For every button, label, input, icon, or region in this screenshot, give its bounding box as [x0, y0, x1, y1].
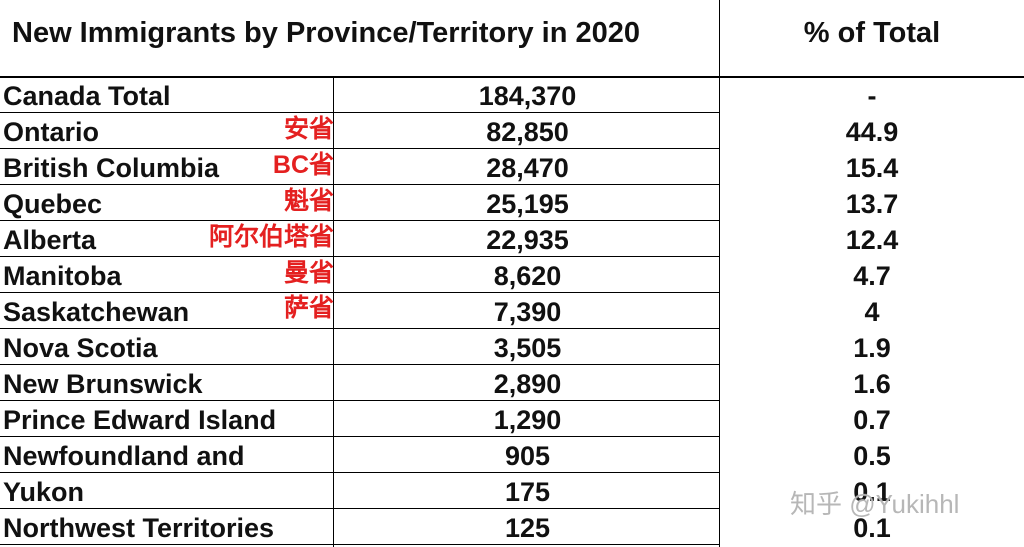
row-cn-annotation: 魁省: [283, 187, 334, 215]
row-rule: [0, 472, 720, 473]
header-rule: [0, 76, 1024, 78]
row-pct: 1.9: [853, 333, 891, 363]
row-rule: [0, 328, 720, 329]
row-rule: [0, 544, 720, 545]
row-pct: 44.9: [845, 117, 899, 147]
row-cn-annotation: 安省: [283, 115, 334, 143]
row-value: 125: [504, 513, 551, 543]
row-pct: 0.7: [853, 405, 891, 435]
row-pct: 12.4: [845, 225, 899, 255]
row-value: 2,890: [493, 369, 562, 399]
row-pct: 13.7: [845, 189, 899, 219]
row-value: 8,620: [493, 261, 562, 291]
row-name: Northwest Territories: [3, 513, 275, 543]
column-divider-value-pct: [719, 0, 720, 547]
row-name: New Brunswick: [3, 369, 203, 399]
row-pct: 4.7: [853, 261, 891, 291]
row-rule: [0, 436, 720, 437]
watermark: 知乎 @Yukihhl: [790, 489, 960, 519]
row-name: British Columbia: [3, 153, 220, 183]
row-value: 905: [504, 441, 551, 471]
column-divider-name-value: [333, 77, 334, 547]
row-name: Newfoundland and: [3, 441, 245, 471]
row-pct: -: [867, 81, 877, 111]
row-value: 25,195: [486, 189, 569, 219]
row-name: Saskatchewan: [3, 297, 190, 327]
row-name: Yukon: [3, 477, 85, 507]
row-value: 82,850: [486, 117, 569, 147]
row-rule: [0, 148, 720, 149]
row-pct: 4: [864, 297, 880, 327]
row-rule: [0, 256, 720, 257]
row-rule: [0, 364, 720, 365]
row-value: 3,505: [493, 333, 562, 363]
row-pct: 0.1: [853, 477, 891, 507]
row-name: Canada Total: [3, 81, 171, 111]
row-value: 7,390: [493, 297, 562, 327]
row-cn-annotation: 阿尔伯塔省: [208, 223, 334, 251]
row-rule: [0, 292, 720, 293]
row-cn-annotation: 萨省: [283, 294, 334, 322]
row-value: 28,470: [486, 153, 569, 183]
row-name: Nova Scotia: [3, 333, 158, 363]
row-cn-annotation: BC省: [272, 151, 334, 179]
row-name: Manitoba: [3, 261, 122, 291]
row-name: Alberta: [3, 225, 97, 255]
row-cn-annotation: 曼省: [283, 259, 334, 287]
row-rule: [0, 508, 720, 509]
row-pct: 0.5: [853, 441, 891, 471]
header-pct: % of Total: [803, 17, 941, 49]
row-pct: 0.1: [853, 513, 891, 543]
row-pct: 1.6: [853, 369, 891, 399]
row-rule: [0, 112, 720, 113]
row-name: Ontario: [3, 117, 100, 147]
row-value: 184,370: [478, 81, 577, 111]
row-rule: [0, 184, 720, 185]
row-value: 1,290: [493, 405, 562, 435]
row-name: Quebec: [3, 189, 103, 219]
row-name: Prince Edward Island: [3, 405, 277, 435]
header-title: New Immigrants by Province/Territory in …: [12, 17, 641, 49]
row-value: 22,935: [486, 225, 569, 255]
row-value: 175: [504, 477, 551, 507]
row-pct: 15.4: [845, 153, 899, 183]
row-rule: [0, 400, 720, 401]
row-rule: [0, 220, 720, 221]
